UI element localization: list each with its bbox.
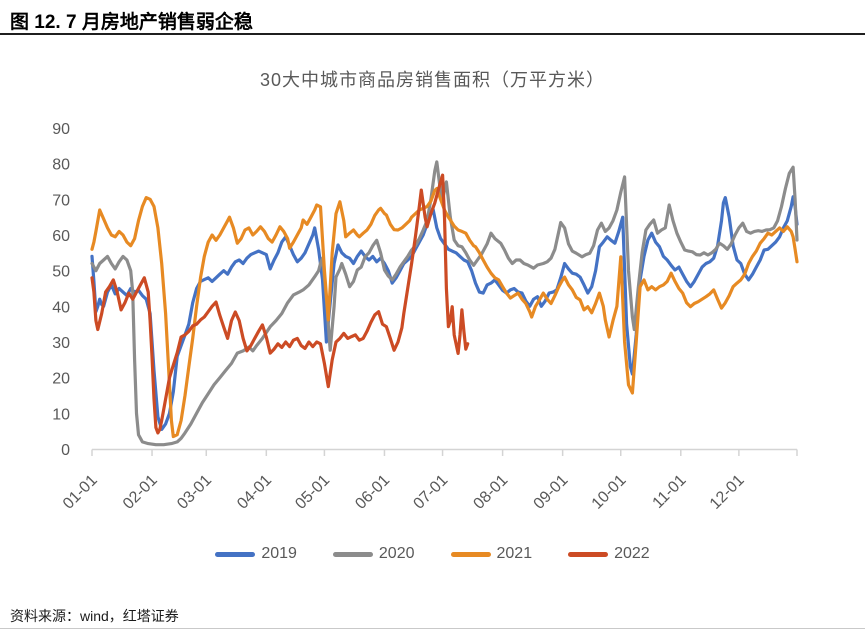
y-axis-tick-label: 70 <box>52 192 70 209</box>
figure-header-title: 图 12. 7 月房地产销售弱企稳 <box>10 12 253 33</box>
x-axis-tick-label: 01-01 <box>60 472 101 513</box>
y-axis-tick-label: 80 <box>52 157 70 174</box>
x-axis-tick-label: 10-01 <box>589 472 630 513</box>
x-axis-tick-label: 08-01 <box>470 472 511 513</box>
legend-item-2021: 2021 <box>450 545 533 563</box>
legend-label-2019: 2019 <box>261 545 297 562</box>
legend-item-2022: 2022 <box>568 545 650 563</box>
series-line-2020 <box>90 160 799 447</box>
x-axis-tick-label: 06-01 <box>352 472 393 513</box>
x-axis-tick-label: 02-01 <box>120 472 161 513</box>
x-axis-tick-label: 09-01 <box>531 472 572 513</box>
chart-title: 30大中城市商品房销售面积（万平方米） <box>259 70 606 90</box>
legend-label-2021: 2021 <box>496 545 533 562</box>
legend-swatch-2021 <box>450 551 491 557</box>
x-axis-tick-label: 11-01 <box>650 472 690 512</box>
legend-swatch-2020 <box>332 551 373 557</box>
footer-divider <box>0 628 865 629</box>
legend-item-2019: 2019 <box>215 545 297 563</box>
y-axis-tick-label: 10 <box>52 406 70 423</box>
header-divider <box>0 33 865 35</box>
y-axis-tick-label: 60 <box>52 228 70 245</box>
x-axis-tick-label: 03-01 <box>174 472 215 513</box>
y-axis-tick-label: 20 <box>52 371 70 388</box>
series-line-2022 <box>90 173 470 435</box>
chart-legend: 2019 2020 2021 2022 <box>0 545 865 563</box>
x-axis-tick-label: 12-01 <box>707 472 748 513</box>
legend-label-2020: 2020 <box>378 545 415 562</box>
y-axis-tick-label: 0 <box>61 442 70 459</box>
legend-item-2020: 2020 <box>332 545 415 563</box>
x-axis-tick-label: 04-01 <box>234 472 275 513</box>
source-note: 资料来源：wind，红塔证券 <box>10 608 179 624</box>
x-axis-tick-label: 07-01 <box>410 472 451 513</box>
legend-swatch-2022 <box>568 551 609 557</box>
legend-label-2022: 2022 <box>614 545 650 562</box>
y-axis-tick-label: 40 <box>52 299 70 316</box>
y-axis-tick-label: 50 <box>52 264 70 281</box>
legend-swatch-2019 <box>215 551 256 557</box>
y-axis-tick-label: 90 <box>52 121 70 138</box>
x-axis-tick-label: 05-01 <box>292 472 333 513</box>
y-axis-tick-label: 30 <box>52 335 70 352</box>
series-line-2019 <box>90 195 799 431</box>
